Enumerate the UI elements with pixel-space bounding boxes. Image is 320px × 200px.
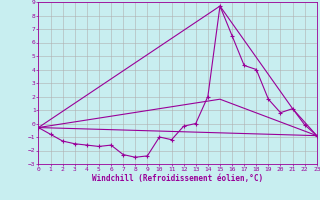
X-axis label: Windchill (Refroidissement éolien,°C): Windchill (Refroidissement éolien,°C) <box>92 174 263 183</box>
